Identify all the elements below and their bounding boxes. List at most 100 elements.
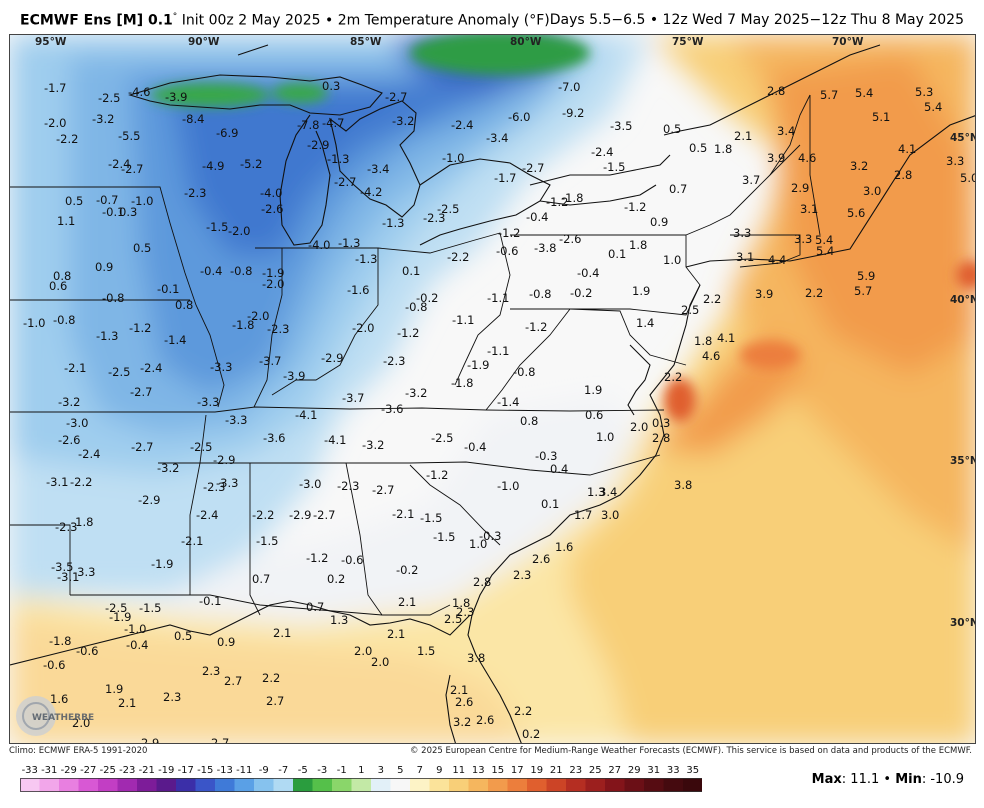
anomaly-value-label: -2.4 — [108, 157, 130, 171]
anomaly-value-label: -2.2 — [70, 475, 92, 489]
colorbar-tick-label: 27 — [608, 765, 622, 776]
anomaly-value-label: -0.8 — [513, 365, 535, 379]
anomaly-value-label: 2.8 — [767, 84, 785, 98]
anomaly-value-label: 2.9 — [791, 181, 809, 195]
colorbar-swatch — [410, 778, 430, 792]
anomaly-value-label: -0.2 — [570, 286, 592, 300]
anomaly-value-label: -3.9 — [283, 369, 305, 383]
anomaly-value-label: -3.1 — [46, 475, 68, 489]
anomaly-value-label: -4.0 — [308, 238, 330, 252]
anomaly-value-label: 0.8 — [520, 414, 538, 428]
anomaly-value-label: 2.1 — [118, 696, 136, 710]
anomaly-value-label: -1.3 — [96, 329, 118, 343]
header-separator: • — [325, 12, 334, 29]
colorbar-tick-label: 19 — [530, 765, 544, 776]
colorbar-swatch — [78, 778, 99, 792]
anomaly-value-label: -2.5 — [98, 91, 120, 105]
anomaly-value-label: -3.2 — [157, 461, 179, 475]
anomaly-value-label: -2.1 — [392, 507, 414, 521]
colorbar-tick-label: -7 — [278, 765, 289, 776]
anomaly-value-label: 5.6 — [847, 206, 865, 220]
anomaly-value-label: -5.2 — [240, 157, 262, 171]
anomaly-value-label: -2.3 — [203, 480, 225, 494]
anomaly-value-label: 0.4 — [550, 462, 568, 476]
anomaly-value-label: 2.8 — [652, 431, 670, 445]
anomaly-value-label: 1.9 — [632, 284, 650, 298]
anomaly-value-label: -2.7 — [313, 508, 335, 522]
anomaly-value-label: -2.4 — [140, 361, 162, 375]
anomaly-value-label: -1.5 — [433, 530, 455, 544]
longitude-label: 80°W — [510, 36, 542, 48]
anomaly-value-label: -3.5 — [51, 560, 73, 574]
weatherbell-logo: WEATHERBELL — [14, 692, 106, 740]
anomaly-value-label: -0.8 — [102, 291, 124, 305]
anomaly-value-label: -6.0 — [508, 110, 530, 124]
anomaly-value-label: 2.0 — [630, 420, 648, 434]
colorbar-tick-label: -21 — [138, 765, 155, 776]
anomaly-value-label: -2.0 — [352, 321, 374, 335]
anomaly-value-label: -2.7 — [121, 162, 143, 176]
anomaly-value-label: -1.7 — [44, 81, 66, 95]
longitude-label: 85°W — [350, 36, 382, 48]
anomaly-value-label: 4.4 — [768, 253, 786, 267]
colorbar-tick-label: 25 — [588, 765, 602, 776]
anomaly-value-label: -2.4 — [196, 508, 218, 522]
anomaly-value-label: -0.7 — [96, 193, 118, 207]
anomaly-value-label: 5.3 — [915, 85, 933, 99]
anomaly-value-label: 0.2 — [522, 727, 540, 741]
colorbar-swatch — [644, 778, 664, 792]
anomaly-value-label: -0.4 — [200, 264, 222, 278]
anomaly-value-label: -2.7 — [131, 440, 153, 454]
anomaly-value-label: -4.7 — [322, 116, 344, 130]
colorbar-tick-label: 21 — [549, 765, 563, 776]
anomaly-value-label: -4.0 — [260, 186, 282, 200]
colorbar-tick-label: 5 — [397, 765, 404, 776]
climo-note: Climo: ECMWF ERA-5 1991-2020 — [9, 746, 148, 756]
copyright-note: © 2025 European Centre for Medium-Range … — [409, 746, 972, 756]
anomaly-value-label: -3.5 — [610, 119, 632, 133]
anomaly-value-label: -1.1 — [487, 291, 509, 305]
anomaly-value-label: -3.3 — [216, 476, 238, 490]
anomaly-value-label: -1.5 — [206, 220, 228, 234]
anomaly-value-label: 1.8 — [629, 238, 647, 252]
anomaly-value-label: -2.5 — [108, 365, 130, 379]
colorbar-swatch — [683, 778, 702, 792]
colorbar-swatch — [390, 778, 411, 792]
anomaly-value-label: 3.9 — [755, 287, 773, 301]
anomaly-value-label: -0.1 — [102, 205, 124, 219]
anomaly-value-label: -1.5 — [139, 601, 161, 615]
anomaly-value-label: 2.3 — [202, 664, 220, 678]
anomaly-value-label: 2.2 — [262, 671, 280, 685]
anomaly-value-label: 0.9 — [650, 215, 668, 229]
anomaly-value-label: -0.4 — [464, 440, 486, 454]
anomaly-value-label: 1.4 — [636, 316, 654, 330]
anomaly-value-label: 2.8 — [894, 168, 912, 182]
anomaly-value-label: 0.7 — [252, 572, 270, 586]
anomaly-shading — [10, 35, 975, 743]
colorbar-tick-label: 13 — [471, 765, 485, 776]
anomaly-value-label: -2.1 — [181, 534, 203, 548]
anomaly-value-label: 3.0 — [863, 184, 881, 198]
colorbar-tick-label: -19 — [158, 765, 175, 776]
anomaly-value-label: 2.1 — [387, 627, 405, 641]
anomaly-value-label: -2.9 — [138, 493, 160, 507]
colorbar-tick-label: 33 — [666, 765, 680, 776]
anomaly-value-label: 2.1 — [398, 595, 416, 609]
anomaly-value-label: -2.4 — [78, 447, 100, 461]
longitude-label: 70°W — [832, 36, 864, 48]
anomaly-map[interactable]: 95°W 90°W 85°W 80°W 75°W 70°W 45°N 40°N 35°N 30°N… — [10, 35, 976, 744]
min-value: -10.9 — [930, 772, 964, 787]
anomaly-value-label: -2.7 — [130, 385, 152, 399]
anomaly-value-label: -1.2 — [397, 326, 419, 340]
longitude-label: 90°W — [188, 36, 220, 48]
anomaly-value-label: -2.6 — [559, 232, 581, 246]
colorbar-tick-label: 29 — [627, 765, 641, 776]
anomaly-value-label: -2.9 — [289, 508, 311, 522]
anomaly-value-label: -3.6 — [263, 431, 285, 445]
anomaly-value-label: 3.1 — [800, 202, 818, 216]
valid-period: Days 5.5−6.5 • 12z Wed 7 May 2025−12z Th… — [549, 12, 964, 28]
anomaly-value-label: -1.0 — [442, 151, 464, 165]
anomaly-value-label: -2.2 — [252, 508, 274, 522]
map-panel[interactable]: 95°W 90°W 85°W 80°W 75°W 70°W 45°N 40°N 35°N 30°N… — [9, 34, 976, 744]
anomaly-value-label: 2.3 — [513, 568, 531, 582]
